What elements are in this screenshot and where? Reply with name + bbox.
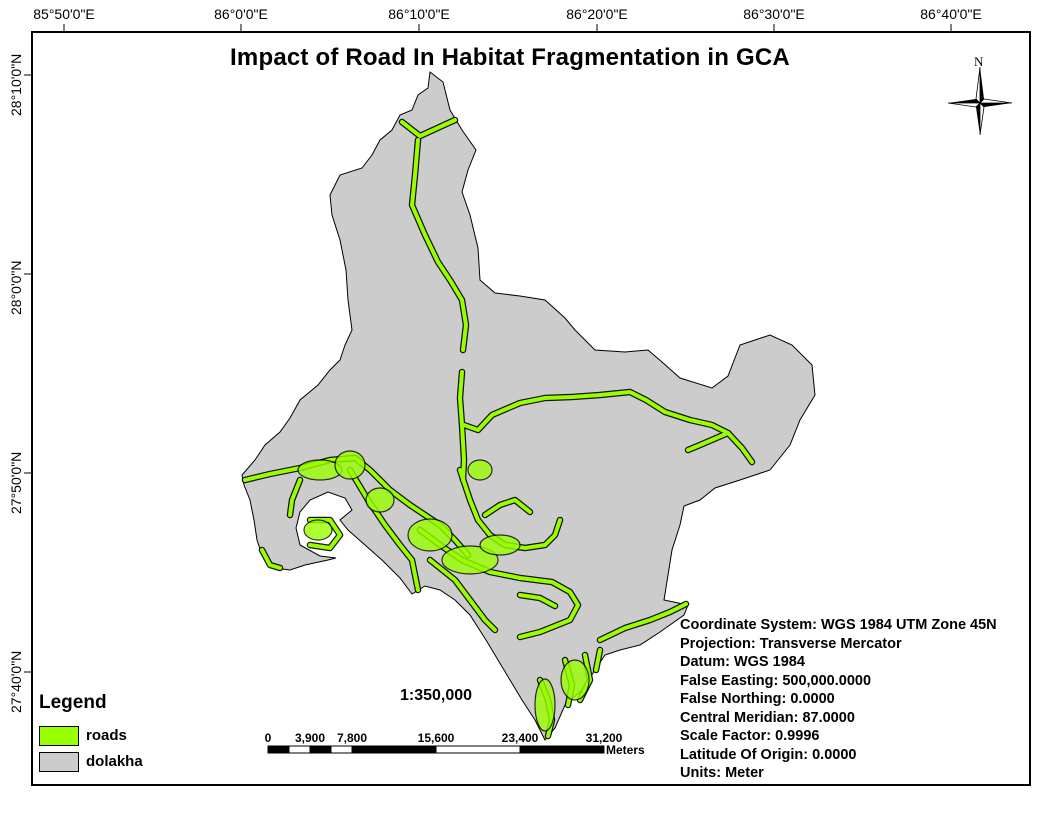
coordinate-system-info: Coordinate System: WGS 1984 UTM Zone 45N…	[680, 616, 997, 783]
road-cluster-west	[297, 450, 590, 732]
north-arrow-icon	[947, 66, 1013, 136]
legend-title: Legend	[39, 692, 107, 713]
map-title: Impact of Road In Habitat Fragmentation …	[230, 44, 790, 71]
scale-bar-label: 7,800	[336, 731, 368, 745]
longitude-label: 86°20'0"E	[566, 6, 628, 22]
coord-info-line: Units: Meter	[680, 765, 764, 781]
scale-bar-label: 0	[264, 731, 272, 745]
longitude-label: 86°10'0"E	[388, 6, 450, 22]
scale-bar-label: 15,600	[417, 731, 455, 745]
map-frame	[31, 31, 1031, 786]
scale-bar-label: 31,200	[585, 731, 623, 745]
graticule-ticks	[24, 24, 952, 673]
legend-label: dolakha	[86, 753, 143, 770]
latitude-label: 27°50'0"N	[8, 451, 24, 514]
latitude-label: 27°40'0"N	[8, 650, 24, 713]
coord-info-line: Datum: WGS 1984	[680, 654, 805, 670]
scale-bar-label: 3,900	[294, 731, 326, 745]
scale-ratio: 1:350,000	[400, 687, 473, 704]
dolakha-district	[241, 71, 816, 741]
roads-layer	[241, 116, 756, 740]
longitude-label: 86°30'0"E	[743, 6, 805, 22]
longitude-label: 86°40'0"E	[920, 6, 982, 22]
scale-bar-units: Meters	[606, 743, 645, 757]
latitude-label: 28°0'0"N	[8, 260, 24, 316]
latitude-label: 28°10'0"N	[8, 53, 24, 116]
legend-swatch-roads	[39, 726, 79, 746]
north-label: N	[974, 54, 984, 69]
coord-info-line: Coordinate System: WGS 1984 UTM Zone 45N	[680, 617, 997, 633]
coord-info-line: False Northing: 0.0000	[680, 691, 835, 707]
longitude-label: 85°50'0"E	[33, 6, 95, 22]
coord-info-line: Scale Factor: 0.9996	[680, 728, 820, 744]
legend-label: roads	[86, 727, 127, 744]
legend-swatch-dolakha	[39, 752, 79, 772]
longitude-label: 86°0'0"E	[214, 6, 268, 22]
scale-bar-label: 23,400	[501, 731, 539, 745]
coord-info-line: Central Meridian: 87.0000	[680, 709, 855, 726]
coord-info-line: False Easting: 500,000.0000	[680, 672, 872, 689]
coord-info-line: Latitude Of Origin: 0.0000	[680, 746, 857, 763]
coord-info-line: Projection: Transverse Mercator	[680, 635, 902, 652]
scale-bar	[267, 745, 605, 754]
